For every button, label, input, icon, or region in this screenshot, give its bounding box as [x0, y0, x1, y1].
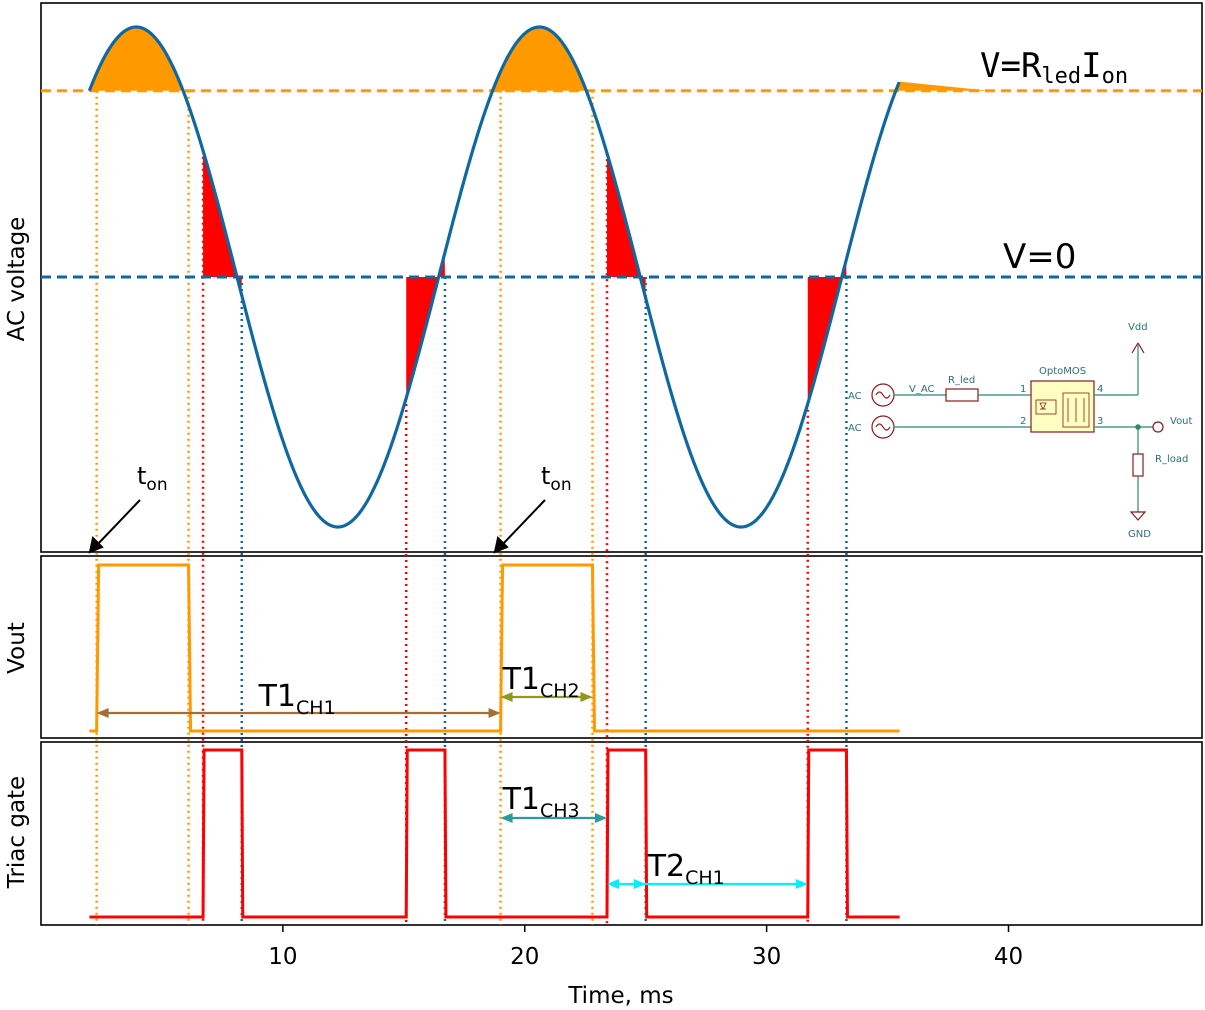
measurement-arrows: T1CH1 T1CH2 T1CH3 T2CH1	[96, 662, 808, 889]
svg-text:Vdd: Vdd	[1128, 322, 1148, 333]
threshold-area	[492, 27, 587, 91]
sine-series	[87, 25, 901, 529]
y-label-ac: AC voltage	[4, 217, 30, 342]
svg-text:V_AC: V_AC	[909, 384, 935, 395]
svg-text:AC: AC	[848, 423, 862, 434]
gnd-icon	[1129, 511, 1147, 521]
measure-arrowhead	[488, 708, 501, 718]
vout-terminal	[1152, 421, 1164, 433]
vout-series	[89, 563, 900, 733]
r-load-resistor	[1132, 453, 1144, 477]
svg-text:1: 1	[1020, 384, 1026, 395]
gate-series	[89, 748, 900, 919]
ton-arrow-2	[493, 499, 546, 554]
measure-label: T1CH3	[502, 782, 580, 822]
measure-label: T1CH2	[502, 662, 580, 702]
svg-text:3: 3	[1097, 416, 1103, 427]
svg-text:Vout: Vout	[1170, 416, 1193, 427]
x-label: Time, ms	[567, 983, 673, 1009]
vout-line	[89, 563, 900, 733]
measure-label: T1CH1	[258, 679, 336, 719]
measure-arrowhead	[594, 813, 607, 823]
gate-line	[89, 748, 900, 919]
measure-arrowhead	[795, 879, 808, 889]
measure-arrowhead	[500, 813, 513, 823]
reference-levels	[41, 89, 1202, 279]
measure-label: T2CH1	[647, 849, 725, 889]
svg-text:4: 4	[1097, 384, 1103, 395]
sine-fill-regions	[89, 27, 990, 404]
measure-arrowhead	[580, 692, 593, 702]
schematic-labels: Vdd GND OptoMOS R_led V_AC R_load Vout A…	[848, 322, 1193, 540]
svg-text:R_led: R_led	[948, 375, 975, 386]
ton-label-1: ton	[137, 462, 168, 495]
y-label-gate: Triac gate	[4, 776, 30, 889]
y-label-vout: Vout	[4, 622, 30, 674]
r-led-resistor	[945, 388, 979, 402]
x-tick-label: 40	[994, 944, 1023, 970]
svg-text:GND: GND	[1128, 529, 1151, 540]
x-tick-label: 30	[752, 944, 781, 970]
measure-arrowhead	[500, 692, 513, 702]
measure-arrowhead	[96, 708, 109, 718]
level-high-label: V=RledIon	[980, 46, 1128, 89]
measure-arrowhead	[633, 879, 646, 889]
svg-text:OptoMOS: OptoMOS	[1039, 366, 1086, 377]
x-tick-label: 20	[510, 944, 539, 970]
threshold-area	[895, 81, 990, 91]
sine-line	[87, 25, 901, 529]
level-zero-label: V=0	[1003, 237, 1076, 277]
optomos-schematic	[871, 342, 1164, 521]
threshold-area	[89, 27, 184, 91]
ton-label-2: ton	[541, 462, 572, 495]
ton-arrow-1	[88, 499, 141, 554]
panel-gate-frame	[40, 741, 1203, 926]
svg-text:2: 2	[1020, 416, 1026, 427]
svg-text:R_load: R_load	[1155, 454, 1188, 465]
x-axis: 10 20 30 40	[268, 925, 1023, 970]
x-tick-label: 10	[268, 944, 297, 970]
measure-arrowhead	[606, 879, 619, 889]
panel-vout-frame	[40, 555, 1203, 739]
optomos-box	[1030, 380, 1095, 433]
vdd-arrow-icon	[1131, 342, 1139, 354]
svg-text:AC: AC	[848, 391, 862, 402]
